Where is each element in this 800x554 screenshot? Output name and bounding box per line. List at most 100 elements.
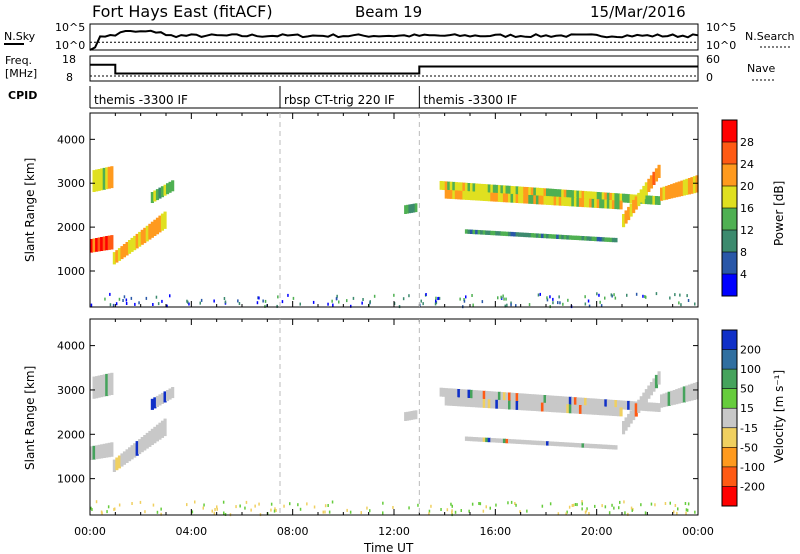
scatter-speck	[686, 508, 689, 512]
echo-cell	[470, 191, 474, 201]
echo-cell	[515, 232, 519, 237]
nsky-tick-bottom: 10^0	[55, 39, 85, 52]
echo-cell	[508, 193, 512, 203]
echo-cell	[452, 388, 456, 398]
echo-cell	[548, 196, 552, 205]
scatter-speck	[224, 300, 227, 304]
echo-cell	[153, 397, 157, 409]
echo-cell	[662, 393, 666, 408]
echo-cell	[495, 438, 499, 443]
echo-cell	[475, 229, 479, 235]
echo-cell	[525, 187, 529, 196]
scatter-speck	[674, 293, 676, 297]
echo-cell	[548, 234, 552, 239]
echo-cell	[485, 390, 489, 400]
echo-cell	[611, 445, 616, 450]
echo-cell	[584, 397, 588, 407]
echo-cell	[634, 403, 638, 417]
echo-cell	[586, 198, 590, 208]
scatter-speck	[106, 510, 108, 514]
echo-cell	[535, 233, 540, 238]
scatter-speck	[161, 299, 163, 303]
echo-cell	[606, 444, 610, 450]
echo-cell	[614, 237, 618, 243]
echo-cell	[581, 198, 585, 208]
echo-cell	[406, 204, 409, 214]
echo-cell	[447, 190, 451, 199]
echo-cell	[472, 183, 476, 193]
echo-cell	[624, 417, 628, 431]
scatter-speck	[331, 500, 334, 504]
echo-cell	[447, 396, 451, 406]
echo-cell	[490, 438, 494, 443]
power-colorbar: 4 8 12 16 20 24 28 Power [dB]	[721, 119, 786, 297]
scatter-speck	[244, 506, 246, 510]
echo-cell	[107, 442, 111, 458]
scatter-speck	[113, 507, 115, 511]
scatter-speck	[203, 503, 205, 507]
echo-cell	[92, 170, 96, 192]
echo-cell	[619, 407, 623, 417]
scatter-speck	[588, 304, 591, 308]
echo-cell	[510, 439, 514, 444]
noise-panel-frame	[89, 23, 699, 51]
echo-cell	[482, 184, 486, 193]
echo-cell	[528, 440, 532, 445]
echo-cell	[568, 190, 572, 199]
echo-cell	[120, 453, 124, 467]
colorbar-cell	[722, 252, 737, 274]
echo-cell	[480, 437, 484, 442]
echo-cell	[563, 442, 567, 447]
echo-cell	[609, 237, 613, 243]
echo-cell	[601, 237, 605, 242]
scatter-speck	[686, 294, 688, 298]
scatter-speck	[558, 295, 560, 299]
scatter-speck	[312, 300, 315, 304]
scatter-speck	[679, 293, 681, 297]
echo-cell	[546, 196, 550, 205]
echo-cell	[112, 252, 116, 265]
echo-cell	[530, 233, 534, 238]
echo-cell	[584, 405, 588, 415]
nave-tick-top: 60	[706, 53, 720, 66]
scatter-speck	[299, 507, 302, 511]
scatter-speck	[644, 511, 647, 515]
echo-cell	[515, 439, 519, 444]
echo-cell	[611, 407, 616, 416]
echo-cell	[685, 385, 689, 402]
x-tick-label: 00:00	[682, 525, 714, 538]
scatter-speck	[537, 293, 540, 297]
echo-cell	[475, 398, 479, 408]
scatter-speck	[160, 512, 162, 516]
echo-cell	[143, 435, 147, 451]
echo-cell	[495, 399, 499, 409]
echo-cell	[502, 392, 507, 402]
scatter-speck	[160, 507, 162, 511]
echo-cell	[138, 439, 142, 455]
scatter-speck	[257, 296, 259, 300]
scatter-speck	[435, 296, 437, 300]
echo-cell	[581, 443, 585, 448]
echo-cell	[578, 405, 583, 414]
freq-label-1: Freq.	[5, 54, 32, 67]
cpid-segment-label: themis -3300 IF	[423, 93, 517, 107]
echo-cell	[508, 439, 512, 444]
echo-cell	[672, 183, 676, 198]
echo-cell	[606, 399, 610, 409]
echo-cell	[462, 182, 466, 192]
echo-cell	[485, 399, 489, 408]
scatter-speck	[572, 503, 575, 507]
scatter-speck	[144, 510, 146, 514]
scatter-speck	[471, 502, 474, 506]
echo-cell	[525, 232, 529, 238]
scatter-speck	[585, 509, 588, 513]
echo-cell	[566, 197, 570, 207]
scatter-speck	[567, 298, 569, 302]
scatter-speck	[223, 511, 225, 515]
scatter-speck	[134, 302, 136, 306]
echo-cell	[97, 237, 101, 252]
echo-cell	[513, 400, 517, 410]
scatter-speck	[608, 511, 611, 515]
echo-cell	[530, 440, 534, 445]
echo-cell	[616, 400, 621, 410]
